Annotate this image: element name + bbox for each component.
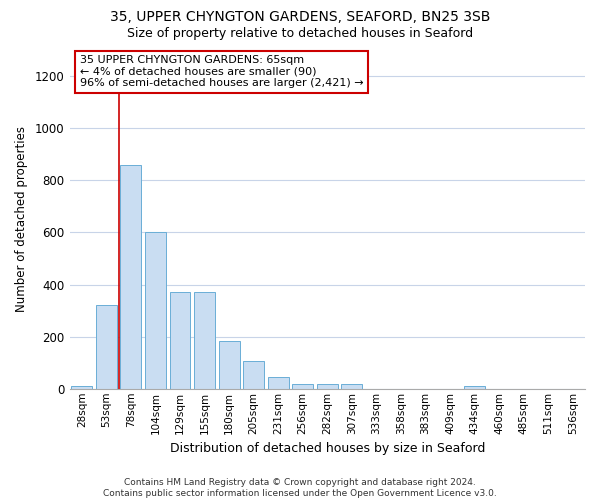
Y-axis label: Number of detached properties: Number of detached properties xyxy=(15,126,28,312)
Bar xyxy=(268,376,289,389)
Bar xyxy=(317,384,338,389)
Text: 35 UPPER CHYNGTON GARDENS: 65sqm
← 4% of detached houses are smaller (90)
96% of: 35 UPPER CHYNGTON GARDENS: 65sqm ← 4% of… xyxy=(80,55,364,88)
Bar xyxy=(96,306,117,389)
Text: Size of property relative to detached houses in Seaford: Size of property relative to detached ho… xyxy=(127,28,473,40)
Bar xyxy=(194,292,215,389)
Bar xyxy=(71,386,92,389)
Bar xyxy=(121,164,142,389)
Text: 35, UPPER CHYNGTON GARDENS, SEAFORD, BN25 3SB: 35, UPPER CHYNGTON GARDENS, SEAFORD, BN2… xyxy=(110,10,490,24)
Bar xyxy=(341,384,362,389)
Bar xyxy=(464,386,485,389)
X-axis label: Distribution of detached houses by size in Seaford: Distribution of detached houses by size … xyxy=(170,442,485,455)
Bar xyxy=(145,232,166,389)
Bar xyxy=(243,362,264,389)
Text: Contains HM Land Registry data © Crown copyright and database right 2024.
Contai: Contains HM Land Registry data © Crown c… xyxy=(103,478,497,498)
Bar xyxy=(292,384,313,389)
Bar xyxy=(218,340,239,389)
Bar xyxy=(170,292,190,389)
